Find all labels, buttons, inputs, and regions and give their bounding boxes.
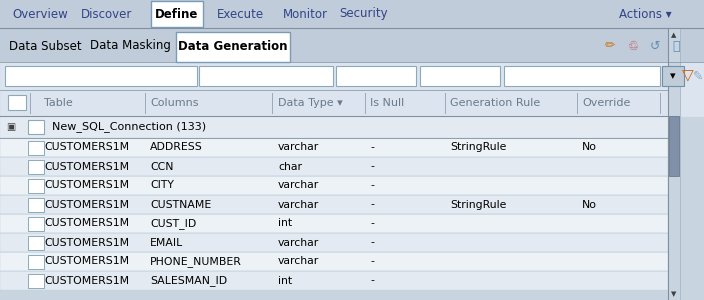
Bar bbox=[504, 66, 660, 86]
Text: varchar: varchar bbox=[278, 256, 319, 266]
Bar bbox=[28, 198, 44, 212]
Text: Is Null: Is Null bbox=[370, 98, 404, 108]
Bar bbox=[28, 160, 44, 174]
Bar bbox=[0, 28, 704, 62]
Bar bbox=[28, 141, 44, 155]
Text: ▼: ▼ bbox=[672, 291, 677, 297]
Text: Override: Override bbox=[582, 98, 630, 108]
Bar bbox=[0, 157, 668, 176]
Bar bbox=[28, 236, 44, 250]
Text: Generation Rule: Generation Rule bbox=[450, 98, 540, 108]
Text: CUSTOMERS1M: CUSTOMERS1M bbox=[44, 256, 129, 266]
Text: -: - bbox=[370, 275, 374, 286]
Text: CUSTOMERS1M: CUSTOMERS1M bbox=[44, 181, 129, 190]
Bar bbox=[0, 0, 704, 28]
Text: ↺: ↺ bbox=[650, 40, 660, 52]
Text: CUSTOMERS1M: CUSTOMERS1M bbox=[44, 218, 129, 229]
Text: char: char bbox=[278, 161, 302, 172]
Bar bbox=[0, 252, 668, 271]
Text: ▽: ▽ bbox=[682, 68, 694, 83]
Bar bbox=[0, 214, 668, 233]
Text: ✏: ✏ bbox=[605, 40, 615, 52]
Bar bbox=[199, 66, 333, 86]
Text: Discover: Discover bbox=[82, 8, 132, 20]
Text: -: - bbox=[370, 161, 374, 172]
Text: varchar: varchar bbox=[278, 238, 319, 248]
Text: -: - bbox=[370, 181, 374, 190]
Text: varchar: varchar bbox=[278, 142, 319, 152]
Text: -: - bbox=[370, 142, 374, 152]
Text: -: - bbox=[370, 256, 374, 266]
Text: Monitor: Monitor bbox=[282, 8, 327, 20]
Text: CCN: CCN bbox=[150, 161, 173, 172]
Bar bbox=[0, 176, 668, 195]
Text: CUSTOMERS1M: CUSTOMERS1M bbox=[44, 275, 129, 286]
Bar bbox=[0, 90, 704, 116]
Text: StringRule: StringRule bbox=[450, 142, 506, 152]
Text: varchar: varchar bbox=[278, 181, 319, 190]
Text: No: No bbox=[582, 142, 597, 152]
Text: EMAIL: EMAIL bbox=[150, 238, 183, 248]
Text: Data Generation: Data Generation bbox=[178, 40, 288, 52]
Text: No: No bbox=[582, 200, 597, 209]
Text: int: int bbox=[278, 218, 292, 229]
Text: Data Subset: Data Subset bbox=[8, 40, 82, 52]
Bar bbox=[5, 66, 197, 86]
Bar bbox=[668, 28, 680, 300]
Text: ▾: ▾ bbox=[670, 71, 676, 81]
Bar bbox=[28, 217, 44, 231]
Bar bbox=[28, 120, 44, 134]
Text: ▣: ▣ bbox=[6, 122, 15, 132]
Text: Table: Table bbox=[44, 98, 73, 108]
Text: CUSTOMERS1M: CUSTOMERS1M bbox=[44, 238, 129, 248]
Text: Overview: Overview bbox=[12, 8, 68, 20]
Text: -: - bbox=[370, 200, 374, 209]
Bar bbox=[0, 233, 668, 252]
Text: ▲: ▲ bbox=[672, 32, 677, 38]
Text: Actions ▾: Actions ▾ bbox=[620, 8, 672, 20]
Text: CITY: CITY bbox=[150, 181, 174, 190]
Text: CUST_ID: CUST_ID bbox=[150, 218, 196, 229]
Bar bbox=[0, 62, 704, 90]
Bar bbox=[0, 116, 668, 138]
Bar bbox=[28, 274, 44, 288]
Text: SALESMAN_ID: SALESMAN_ID bbox=[150, 275, 227, 286]
Text: CUSTNAME: CUSTNAME bbox=[150, 200, 211, 209]
Text: Columns: Columns bbox=[150, 98, 199, 108]
Bar bbox=[669, 116, 679, 176]
Bar bbox=[0, 271, 668, 290]
Text: PHONE_NUMBER: PHONE_NUMBER bbox=[150, 256, 242, 267]
Text: CUSTOMERS1M: CUSTOMERS1M bbox=[44, 200, 129, 209]
Text: ♲: ♲ bbox=[629, 40, 640, 52]
Bar bbox=[28, 179, 44, 193]
Text: ⎙: ⎙ bbox=[672, 40, 680, 52]
Text: StringRule: StringRule bbox=[450, 200, 506, 209]
Text: Data Type ▾: Data Type ▾ bbox=[278, 98, 343, 108]
Bar bbox=[176, 32, 290, 62]
Text: int: int bbox=[278, 275, 292, 286]
Bar bbox=[0, 138, 668, 157]
Bar bbox=[0, 195, 668, 214]
Bar bbox=[420, 66, 500, 86]
Text: ADDRESS: ADDRESS bbox=[150, 142, 203, 152]
Bar bbox=[151, 1, 203, 27]
Bar bbox=[336, 66, 416, 86]
Text: varchar: varchar bbox=[278, 200, 319, 209]
Bar bbox=[662, 66, 684, 86]
Bar bbox=[28, 255, 44, 269]
Text: Data Masking: Data Masking bbox=[89, 40, 170, 52]
Text: Security: Security bbox=[340, 8, 389, 20]
Text: CUSTOMERS1M: CUSTOMERS1M bbox=[44, 142, 129, 152]
Bar bbox=[8, 95, 26, 110]
Text: New_SQL_Connection (133): New_SQL_Connection (133) bbox=[52, 122, 206, 133]
Text: Execute: Execute bbox=[216, 8, 263, 20]
Text: -: - bbox=[370, 238, 374, 248]
Text: ✎: ✎ bbox=[693, 70, 703, 83]
Text: Define: Define bbox=[156, 8, 199, 20]
Text: CUSTOMERS1M: CUSTOMERS1M bbox=[44, 161, 129, 172]
Text: -: - bbox=[370, 218, 374, 229]
